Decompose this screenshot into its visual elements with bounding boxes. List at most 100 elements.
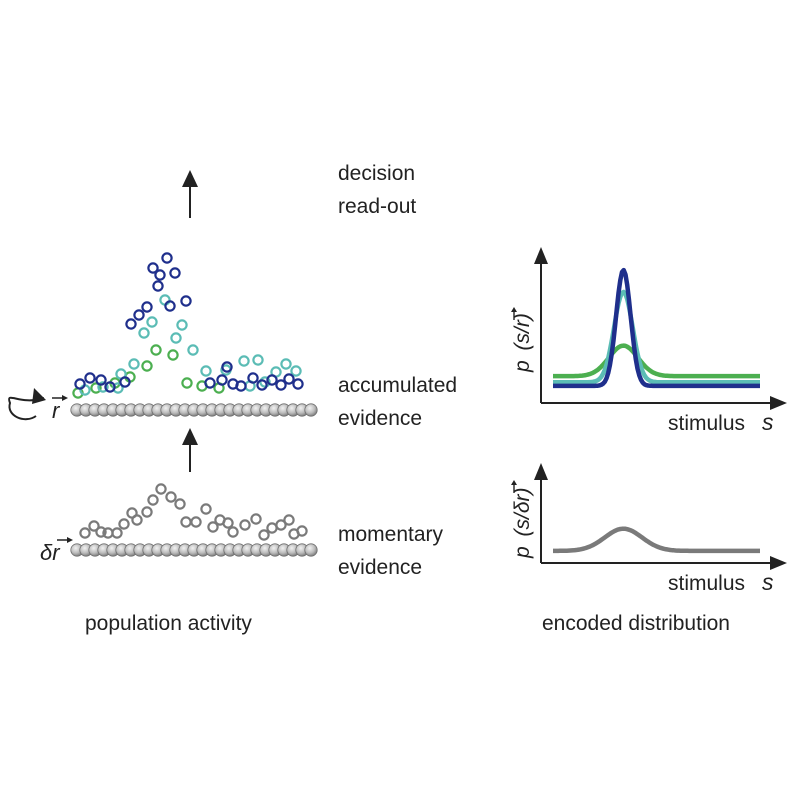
activity-dot (146, 316, 158, 328)
activity-dot (164, 300, 176, 312)
neuron (304, 543, 318, 557)
activity-dot (204, 377, 216, 389)
activity-dot (252, 354, 264, 366)
svg-text:s: s (762, 409, 774, 435)
activity-dot (118, 518, 130, 530)
top-plot-curves (552, 267, 761, 389)
activity-dot (154, 269, 166, 281)
activity-dot (176, 319, 188, 331)
momentary-neuron-row (70, 543, 318, 557)
activity-dot (111, 527, 123, 539)
activity-dot (141, 506, 153, 518)
activity-dot (167, 349, 179, 361)
activity-dot (170, 332, 182, 344)
r-vector-symbol: r (52, 395, 68, 423)
encoded-distribution-label: encoded distribution (542, 612, 730, 635)
decision-label: decision (338, 162, 416, 185)
activity-dot (138, 327, 150, 339)
activity-dot (165, 491, 177, 503)
activity-dot (74, 378, 86, 390)
activity-dot (84, 372, 96, 384)
activity-dot (247, 372, 259, 384)
density-curve (552, 343, 761, 379)
activity-dot (200, 503, 212, 515)
activity-dot (95, 526, 107, 538)
activity-dot (296, 525, 308, 537)
activity-dot (180, 295, 192, 307)
activity-dot (125, 318, 137, 330)
activity-dot (119, 376, 131, 388)
activity-dot (97, 381, 109, 393)
accumulated-activity-dots (72, 252, 304, 399)
svg-text:r: r (52, 398, 61, 423)
activity-dot (250, 513, 262, 525)
activity-dot (147, 262, 159, 274)
activity-dot (128, 358, 140, 370)
activity-dot (141, 301, 153, 313)
activity-dot (159, 294, 171, 306)
activity-dot (256, 379, 268, 391)
activity-dot (152, 280, 164, 292)
top-plot-axes (534, 247, 787, 410)
activity-dot (283, 373, 295, 385)
activity-dot (112, 382, 124, 394)
activity-dot (207, 521, 219, 533)
activity-dot (222, 517, 234, 529)
accumulated-evidence-label: evidence (338, 407, 423, 430)
activity-dot (133, 309, 145, 321)
bottom-plot-xlabel: stimulus s (668, 569, 774, 595)
density-curve (552, 526, 761, 554)
bottom-plot-curves (552, 526, 761, 554)
activity-dot (227, 526, 239, 538)
activity-dot (221, 361, 233, 373)
activity-dot (238, 355, 250, 367)
accumulation-arrow (182, 428, 198, 472)
activity-dot (190, 516, 202, 528)
activity-dot (181, 377, 193, 389)
activity-dot (258, 529, 270, 541)
recurrence-loop-icon (8, 388, 46, 421)
delta-r-vector-symbol: δr (40, 537, 73, 565)
activity-dot (155, 483, 167, 495)
svg-text:p (s/δr): p (s/δr) (511, 487, 534, 559)
activity-dot (150, 344, 162, 356)
population-activity-label: population activity (85, 612, 252, 635)
activity-dot (131, 514, 143, 526)
top-plot-ylabel: p (s/r) (511, 307, 534, 373)
neuron (304, 403, 318, 417)
density-curve (552, 289, 761, 385)
accumulated-label: accumulated (338, 374, 458, 397)
activity-dot (275, 379, 287, 391)
activity-dot (290, 365, 302, 377)
activity-dot (200, 365, 212, 377)
activity-dot (88, 520, 100, 532)
svg-text:stimulus: stimulus (668, 412, 745, 435)
svg-text:s: s (762, 569, 774, 595)
readout-arrow (182, 170, 198, 218)
bottom-plot-ylabel: p (s/δr) (511, 480, 534, 559)
activity-dot (235, 380, 247, 392)
bottom-plot-axes (534, 463, 787, 570)
activity-dot (292, 378, 304, 390)
activity-dot (266, 374, 278, 386)
activity-dot (216, 374, 228, 386)
accumulated-neuron-row (70, 403, 318, 417)
activity-dot (104, 381, 116, 393)
activity-dot (174, 498, 186, 510)
activity-dot (266, 522, 278, 534)
activity-dot (79, 527, 91, 539)
activity-dot (169, 267, 181, 279)
activity-dot (180, 516, 192, 528)
activity-dot (95, 374, 107, 386)
svg-text:δr: δr (40, 540, 61, 565)
activity-dot (161, 252, 173, 264)
density-curve (552, 267, 761, 389)
momentary-evidence-label: evidence (338, 556, 423, 579)
activity-dot (259, 376, 271, 388)
activity-dot (90, 382, 102, 394)
activity-dot (283, 514, 295, 526)
svg-text:p (s/r): p (s/r) (511, 313, 534, 373)
momentary-activity-dots (79, 483, 308, 541)
activity-dot (239, 519, 251, 531)
